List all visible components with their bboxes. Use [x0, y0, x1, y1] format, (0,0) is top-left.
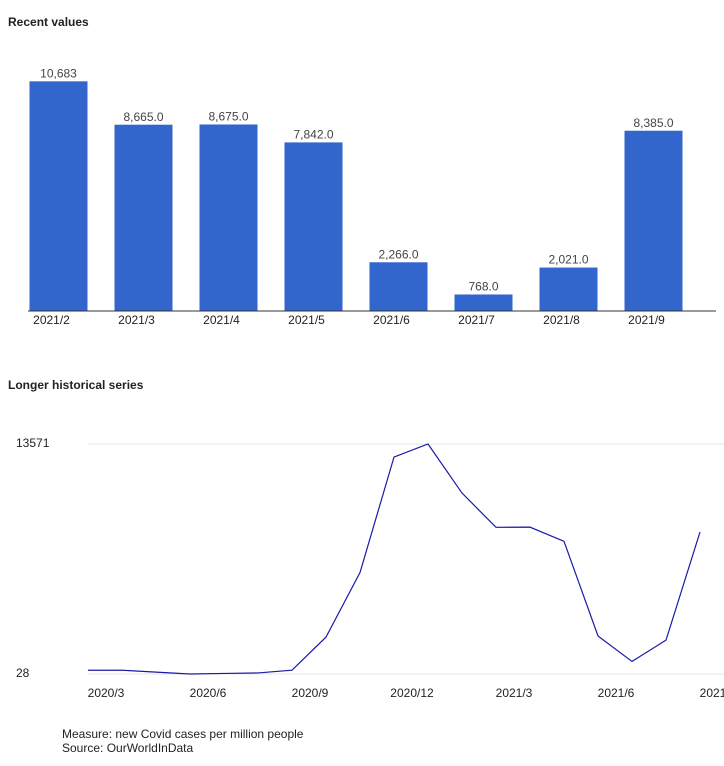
note: Source: OurWorldInData	[62, 741, 193, 755]
x-tick-label: 2021/9	[628, 313, 665, 327]
x-tick-label: 2020/9	[292, 686, 329, 700]
value-label: 7,842.0	[293, 128, 333, 142]
x-tick-label: 2021/6	[598, 686, 635, 700]
bar	[199, 124, 258, 311]
x-tick-label: 2021/7	[458, 313, 495, 327]
value-label: 8,675.0	[208, 110, 248, 124]
y-tick-label: 13571	[16, 436, 50, 450]
note: Measure: new Covid cases per million peo…	[62, 727, 304, 741]
line-series	[88, 443, 701, 675]
x-tick-label: 2021/3	[496, 686, 533, 700]
x-tick-label: 2021/5	[288, 313, 325, 327]
x-tick-label: 2021/6	[373, 313, 410, 327]
x-tick-label: 2021/3	[118, 313, 155, 327]
bar	[624, 130, 683, 311]
x-tick-label: 2020/12	[390, 686, 434, 700]
bar	[454, 294, 513, 311]
bar	[539, 267, 598, 311]
chart-title: Longer historical series	[8, 378, 144, 392]
x-tick-label: 2020/6	[190, 686, 227, 700]
value-label: 768.0	[468, 280, 498, 294]
x-tick-label: 2021/4	[203, 313, 240, 327]
value-label: 8,385.0	[633, 116, 673, 130]
y-tick-label: 28	[16, 666, 30, 680]
x-tick-label: 2021/2	[33, 313, 70, 327]
bar	[369, 262, 428, 311]
bar	[29, 81, 88, 312]
x-tick-label: 2021/8	[543, 313, 580, 327]
value-label: 2,266.0	[378, 247, 418, 261]
chart-title: Recent values	[8, 15, 89, 29]
value-label: 2,021.0	[548, 253, 588, 267]
bar	[114, 124, 173, 311]
bar	[284, 142, 343, 311]
value-label: 8,665.0	[123, 110, 163, 124]
x-tick-label: 2020/3	[88, 686, 125, 700]
value-label: 10,683	[40, 66, 77, 80]
x-tick-label: 2021/9	[700, 686, 724, 700]
